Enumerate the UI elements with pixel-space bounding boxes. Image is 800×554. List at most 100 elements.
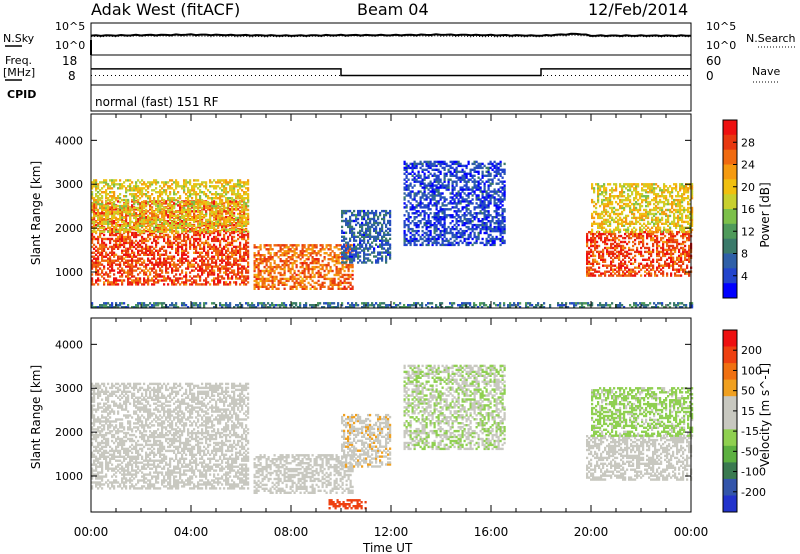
power-cell [95, 187, 98, 190]
power-cell [225, 283, 228, 286]
power-cell [215, 206, 218, 210]
power-cell [165, 214, 168, 217]
power-cell [97, 279, 100, 282]
power-cell [205, 222, 208, 225]
power-cell [101, 231, 104, 235]
power-cell [91, 216, 94, 220]
power-cell [169, 222, 172, 225]
power-cell [179, 202, 182, 205]
power-cell [205, 204, 208, 208]
power-cell [97, 202, 100, 206]
power-cell [437, 237, 440, 241]
power-cell [439, 194, 442, 197]
power-cell [225, 255, 228, 258]
power-cell [97, 200, 100, 204]
power-cell [465, 174, 468, 177]
power-cell [443, 200, 446, 203]
power-cell [463, 198, 466, 201]
power-cell [277, 250, 280, 253]
power-cell [185, 267, 188, 270]
power-cell [95, 231, 98, 235]
power-cell [471, 188, 474, 191]
power-cell [121, 279, 124, 282]
power-cell [119, 200, 122, 204]
power-cell [123, 210, 126, 214]
power-cell [211, 271, 214, 274]
power-cell [373, 229, 376, 233]
power-cell [253, 256, 256, 259]
power-cell [287, 269, 290, 273]
power-cell [295, 248, 298, 251]
power-cell [197, 200, 200, 204]
power-cell [153, 263, 156, 266]
power-cell [183, 283, 186, 286]
power-cell [433, 227, 436, 231]
power-cell [183, 261, 186, 264]
power-cell [101, 181, 104, 184]
power-cell [463, 176, 466, 179]
power-cell [411, 237, 414, 241]
power-cell [415, 178, 418, 181]
power-cell [157, 195, 160, 198]
power-cell [317, 283, 320, 286]
power-cell [141, 237, 144, 241]
power-cell [199, 233, 202, 237]
power-cell [415, 222, 418, 225]
power-cell [191, 185, 194, 188]
power-cell [377, 217, 380, 221]
power-cell [169, 204, 172, 208]
power-cell [201, 216, 204, 220]
power-cell [117, 239, 120, 243]
power-cell [245, 222, 248, 225]
power-cell [159, 227, 162, 231]
power-cell [411, 212, 414, 215]
power-cell [225, 273, 228, 276]
power-cell [173, 281, 176, 284]
power-cell [269, 252, 272, 255]
power-cell [343, 243, 346, 246]
power-cell [357, 221, 360, 225]
power-cell [181, 223, 184, 227]
power-cell [183, 239, 186, 243]
power-cell [191, 243, 194, 247]
power-cell [95, 179, 98, 182]
power-cell [387, 227, 390, 231]
power-cell [129, 214, 132, 218]
power-cell [449, 178, 452, 181]
power-cell [211, 265, 214, 268]
power-cell [225, 216, 228, 219]
power-cell [161, 245, 164, 249]
power-cell [247, 249, 250, 252]
power-cell [193, 224, 196, 227]
power-cell [153, 237, 156, 241]
power-cell [111, 281, 114, 284]
power-cell [103, 185, 106, 188]
power-cell [433, 162, 436, 166]
power-cell [131, 195, 134, 198]
power-cell [165, 265, 168, 268]
power-cell [193, 216, 196, 219]
power-cell [377, 251, 380, 254]
power-cell [321, 281, 324, 285]
power-cell [357, 255, 360, 258]
power-cell [181, 214, 184, 218]
power-cell [451, 243, 454, 247]
power-cell [129, 225, 132, 229]
power-cell [277, 287, 280, 290]
power-cell [167, 187, 170, 190]
power-cell [289, 285, 292, 288]
power-cell [185, 277, 188, 280]
power-cell [153, 222, 156, 225]
power-cell [167, 197, 170, 200]
power-cell [365, 231, 368, 234]
power-cell [345, 246, 348, 249]
power-cell [229, 271, 232, 274]
power-cell [153, 247, 156, 250]
power-cell [101, 222, 104, 225]
power-cell [461, 188, 464, 191]
power-cell [469, 220, 472, 223]
power-cell [349, 273, 352, 277]
power-cell [351, 229, 354, 233]
power-cell [467, 200, 470, 203]
power-cell [137, 281, 140, 284]
